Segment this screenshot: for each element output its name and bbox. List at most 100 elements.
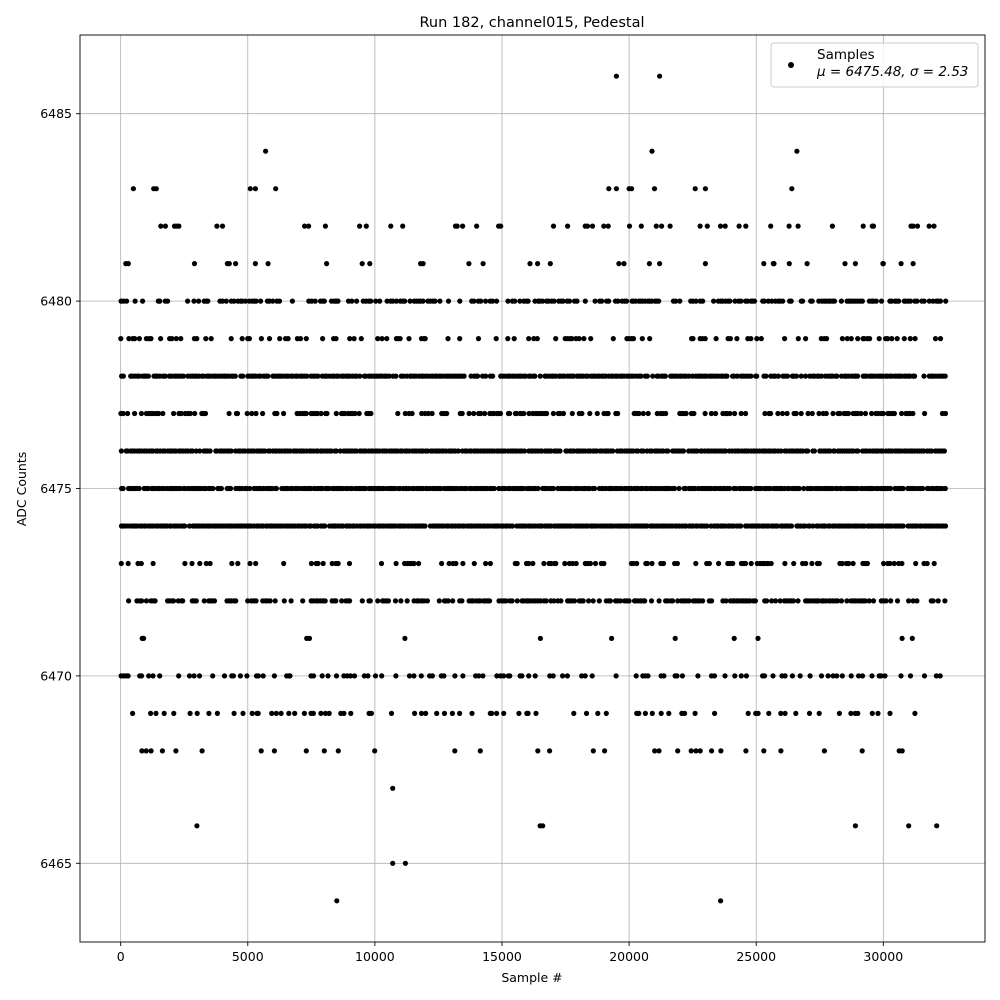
data-point bbox=[805, 410, 811, 417]
data-point bbox=[642, 598, 648, 604]
legend-box bbox=[770, 42, 979, 88]
data-point bbox=[734, 336, 740, 342]
data-point bbox=[855, 448, 861, 454]
data-point bbox=[328, 448, 334, 454]
data-point bbox=[768, 223, 774, 229]
data-point bbox=[692, 186, 698, 192]
data-point bbox=[816, 410, 822, 417]
data-point bbox=[852, 261, 859, 267]
data-point bbox=[881, 560, 887, 567]
data-point bbox=[148, 336, 154, 342]
data-point bbox=[253, 410, 259, 417]
data-point bbox=[192, 410, 198, 417]
data-point bbox=[125, 410, 131, 417]
data-point bbox=[203, 560, 209, 567]
data-point bbox=[418, 673, 424, 679]
data-point bbox=[601, 560, 607, 567]
data-point bbox=[120, 373, 126, 379]
data-point bbox=[120, 410, 126, 417]
data-point bbox=[691, 410, 697, 417]
data-point bbox=[869, 710, 875, 717]
data-point bbox=[228, 448, 234, 454]
data-point bbox=[648, 598, 655, 604]
data-point bbox=[525, 298, 531, 304]
data-point bbox=[899, 560, 905, 567]
data-point bbox=[587, 410, 593, 417]
x-tick-label: 30000 bbox=[863, 949, 903, 964]
data-point bbox=[527, 261, 533, 267]
data-point bbox=[347, 598, 353, 604]
data-point bbox=[782, 673, 788, 679]
data-point bbox=[161, 710, 167, 717]
data-point bbox=[267, 598, 273, 604]
data-point bbox=[273, 485, 279, 492]
data-point bbox=[407, 298, 413, 304]
data-point bbox=[943, 298, 949, 304]
data-point bbox=[930, 598, 936, 604]
data-point bbox=[445, 298, 452, 304]
data-point bbox=[629, 186, 635, 192]
data-point bbox=[221, 673, 228, 679]
data-point bbox=[624, 298, 630, 304]
data-point bbox=[388, 710, 395, 717]
data-point bbox=[281, 598, 287, 604]
data-point bbox=[180, 373, 187, 379]
data-point bbox=[738, 523, 744, 529]
data-point bbox=[856, 673, 862, 679]
data-point bbox=[287, 673, 293, 679]
data-point bbox=[882, 673, 888, 679]
data-point bbox=[475, 373, 481, 379]
data-point bbox=[786, 223, 792, 229]
data-point bbox=[686, 373, 692, 379]
data-point bbox=[494, 298, 500, 304]
data-point bbox=[610, 336, 616, 342]
data-point bbox=[784, 410, 790, 417]
data-point bbox=[245, 598, 251, 604]
data-point bbox=[754, 336, 760, 342]
data-point bbox=[793, 710, 799, 717]
data-point bbox=[320, 336, 326, 342]
data-point bbox=[228, 336, 234, 342]
data-point bbox=[265, 261, 271, 267]
data-point bbox=[393, 560, 399, 567]
data-point bbox=[804, 261, 810, 267]
data-point bbox=[260, 673, 266, 679]
data-point bbox=[404, 598, 410, 604]
data-point bbox=[912, 336, 918, 342]
data-point bbox=[702, 186, 709, 192]
data-point bbox=[535, 748, 541, 754]
data-point bbox=[483, 298, 489, 304]
data-point bbox=[191, 298, 197, 304]
data-point bbox=[157, 298, 163, 304]
data-point bbox=[130, 186, 136, 192]
data-point bbox=[771, 261, 777, 267]
data-point bbox=[138, 673, 145, 679]
data-point bbox=[276, 298, 283, 304]
x-tick-label: 5000 bbox=[232, 949, 264, 964]
data-point bbox=[232, 373, 238, 379]
data-point bbox=[173, 748, 179, 754]
data-point bbox=[900, 523, 906, 529]
data-point bbox=[722, 673, 728, 679]
data-point bbox=[375, 598, 381, 604]
data-point bbox=[207, 448, 213, 454]
data-point bbox=[599, 298, 605, 304]
data-point bbox=[809, 410, 815, 417]
data-point bbox=[869, 410, 875, 417]
data-point bbox=[743, 223, 749, 229]
data-point bbox=[795, 223, 801, 229]
data-point bbox=[758, 336, 764, 342]
data-point bbox=[439, 560, 445, 567]
data-point bbox=[937, 298, 944, 304]
x-tick-label: 0 bbox=[117, 949, 125, 964]
data-point bbox=[775, 373, 782, 379]
data-point bbox=[132, 410, 138, 417]
data-point bbox=[324, 261, 330, 267]
data-point bbox=[780, 298, 786, 304]
data-point bbox=[239, 336, 245, 342]
data-point bbox=[118, 448, 124, 454]
data-point bbox=[189, 448, 195, 454]
data-point bbox=[800, 298, 806, 304]
data-point bbox=[727, 410, 733, 417]
data-point bbox=[683, 410, 689, 417]
